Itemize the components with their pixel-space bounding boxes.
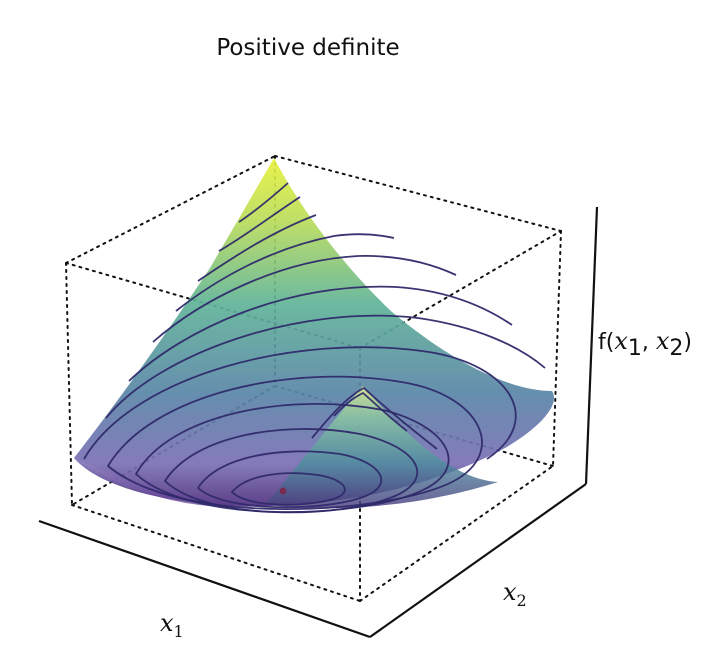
contour-lines: [83, 182, 546, 514]
chart-title: Positive definite: [216, 35, 399, 61]
minimum-point: [279, 487, 287, 495]
axes: [38, 206, 599, 639]
x2-axis-label: x2: [503, 578, 527, 610]
x1-axis-label: x1: [160, 609, 184, 641]
z-axis-label: f(x1, x2): [598, 327, 692, 361]
